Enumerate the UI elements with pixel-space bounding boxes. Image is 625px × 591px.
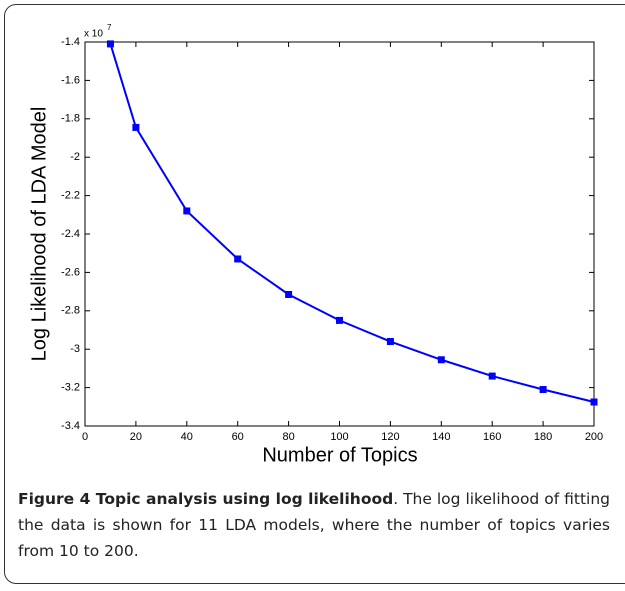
- y-tick-label: -2: [70, 151, 80, 163]
- x-tick-label: 100: [330, 431, 348, 443]
- data-point: [539, 386, 547, 394]
- data-point: [234, 255, 242, 263]
- y-tick-label: -2.8: [61, 305, 80, 317]
- data-point: [437, 356, 445, 364]
- data-point: [590, 398, 598, 406]
- x-tick-label: 80: [282, 431, 294, 443]
- data-line: [109, 43, 595, 403]
- data-point: [285, 290, 293, 298]
- data-point: [183, 207, 191, 215]
- x-tick-label: 140: [432, 431, 450, 443]
- y-multiplier: x 10: [84, 29, 103, 40]
- figure-frame: [4, 4, 625, 584]
- y-tick-label: -3.2: [61, 382, 80, 394]
- y-multiplier-exponent: 7: [107, 23, 112, 32]
- x-tick-label: 120: [381, 431, 399, 443]
- x-tick-label: 160: [483, 431, 501, 443]
- y-tick-label: -1.4: [61, 36, 80, 48]
- x-tick-label: 200: [585, 431, 603, 443]
- y-tick-label: -1.8: [61, 113, 80, 125]
- y-axis-label: Log Likelihood of LDA Model: [28, 107, 50, 362]
- caption-title: Figure 4 Topic analysis using log likeli…: [18, 490, 394, 508]
- x-tick-label: 180: [534, 431, 552, 443]
- y-tick-label: -2.6: [61, 266, 80, 278]
- plot-box: [84, 41, 595, 427]
- data-point: [132, 123, 140, 131]
- data-point: [386, 338, 394, 346]
- y-tick-label: -2.2: [61, 190, 80, 202]
- chart: Number of Topics Log Likelihood of LDA M…: [28, 23, 603, 466]
- data-point: [488, 372, 496, 380]
- caption-body: . The log likelihood of fitting the data…: [18, 490, 610, 560]
- y-tick-label: -1.6: [61, 74, 80, 86]
- y-tick-label: -3.4: [61, 420, 80, 432]
- x-axis-label: Number of Topics: [262, 444, 417, 466]
- y-tick-label: -3: [70, 343, 80, 355]
- x-tick-label: 60: [232, 431, 244, 443]
- x-tick-label: 40: [181, 431, 193, 443]
- data-point: [336, 316, 343, 324]
- x-tick-label: 0: [82, 431, 88, 443]
- x-tick-label: 20: [130, 431, 142, 443]
- data-point: [106, 40, 114, 48]
- y-tick-label: -2.4: [61, 228, 80, 240]
- caption: Figure 4 Topic analysis using log likeli…: [18, 486, 610, 564]
